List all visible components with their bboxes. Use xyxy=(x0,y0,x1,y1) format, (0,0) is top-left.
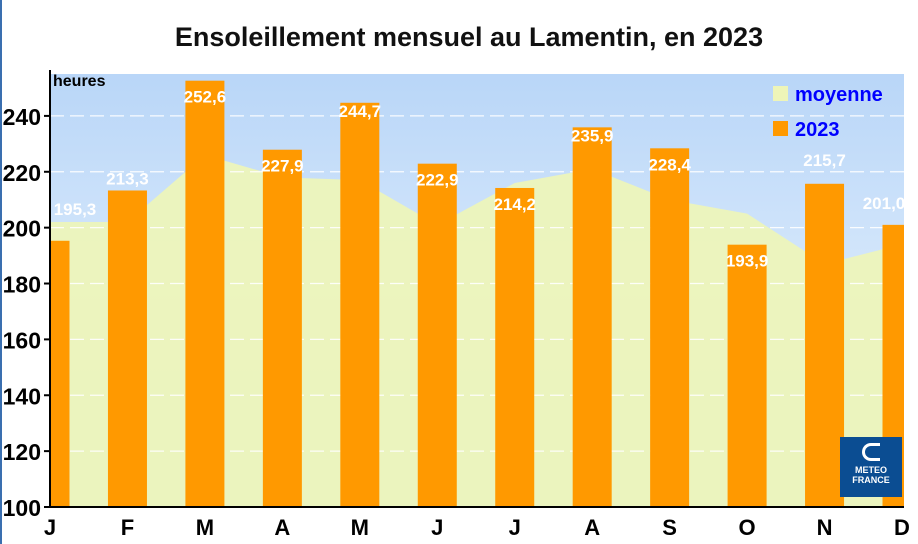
legend-label: moyenne xyxy=(795,84,883,106)
x-tick-label: J xyxy=(44,515,56,540)
y-tick-label: 120 xyxy=(3,439,41,465)
legend-swatch xyxy=(773,121,788,136)
y-tick-label: 100 xyxy=(3,495,41,521)
bar-S xyxy=(650,148,690,507)
x-tick-label: S xyxy=(662,515,677,540)
bar-A xyxy=(572,127,612,507)
x-tick-label: A xyxy=(274,515,290,540)
bar-M xyxy=(185,80,225,507)
data-label: 201,0 xyxy=(863,194,906,213)
data-label: 215,7 xyxy=(803,151,846,170)
x-tick-label: N xyxy=(817,515,833,540)
data-label: 252,6 xyxy=(184,88,227,107)
window-border xyxy=(0,0,2,544)
x-tick-label: M xyxy=(196,515,214,540)
legend-label: 2023 xyxy=(795,119,840,141)
data-label: 222,9 xyxy=(416,171,459,190)
data-label: 193,9 xyxy=(726,252,769,271)
x-tick-label: M xyxy=(351,515,369,540)
x-tick-label: A xyxy=(584,515,600,540)
x-tick-label: F xyxy=(121,515,134,540)
y-tick-label: 160 xyxy=(3,327,41,353)
y-tick-label: 140 xyxy=(3,383,41,409)
y-tick-label: 240 xyxy=(3,104,41,130)
data-label: 195,3 xyxy=(54,200,97,219)
logo-line1: METEO xyxy=(854,465,887,475)
data-label: 235,9 xyxy=(571,126,614,145)
bar-J xyxy=(417,163,457,507)
logo-icon xyxy=(862,443,880,461)
bar-A xyxy=(262,149,302,508)
x-tick-label: O xyxy=(739,515,756,540)
bar-O xyxy=(727,244,767,508)
bar-J xyxy=(495,187,535,507)
data-label: 227,9 xyxy=(261,157,304,176)
data-label: 244,7 xyxy=(339,102,382,121)
bar-M xyxy=(340,102,380,507)
y-axis-label: heures xyxy=(53,73,106,90)
y-tick-label: 200 xyxy=(3,216,41,242)
y-tick-label: 220 xyxy=(3,160,41,186)
legend-swatch xyxy=(773,86,788,101)
bar-F xyxy=(107,190,147,507)
bar-J xyxy=(50,240,70,507)
data-label: 213,3 xyxy=(106,169,149,188)
bar-D xyxy=(882,224,904,507)
data-label: 228,4 xyxy=(648,155,691,174)
bar-N xyxy=(805,183,845,508)
y-tick-label: 180 xyxy=(3,272,41,298)
chart-title: Ensoleillement mensuel au Lamentin, en 2… xyxy=(174,22,764,52)
meteo-france-logo: METEO FRANCE xyxy=(840,437,902,497)
x-tick-label: J xyxy=(509,515,521,540)
data-label: 214,2 xyxy=(493,195,536,214)
x-tick-label: J xyxy=(431,515,443,540)
logo-line2: FRANCE xyxy=(852,475,890,485)
x-tick-label: D xyxy=(894,515,910,540)
